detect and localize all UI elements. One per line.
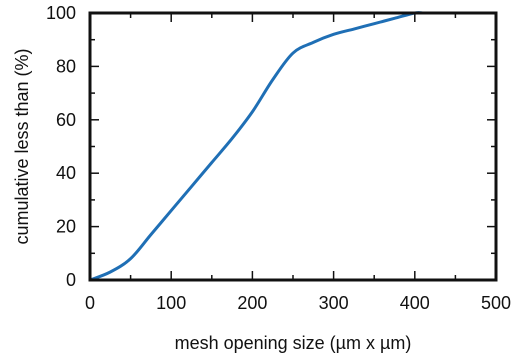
x-axis-label: mesh opening size (µm x µm) (175, 333, 412, 353)
x-tick-label: 400 (400, 293, 430, 313)
y-tick-labels: 0 20 40 60 80 100 (46, 3, 76, 290)
x-tick-label: 500 (481, 293, 511, 313)
y-tick-label: 80 (56, 56, 76, 76)
plot-frame (88, 11, 498, 282)
y-axis-label: cumulative less than (%) (12, 48, 32, 244)
series-line (88, 11, 425, 282)
x-tick-label: 200 (237, 293, 267, 313)
x-tick-label: 300 (319, 293, 349, 313)
x-tick-label: 0 (85, 293, 95, 313)
y-tick-label: 100 (46, 3, 76, 23)
x-tick-label: 100 (156, 293, 186, 313)
y-tick-label: 40 (56, 163, 76, 183)
series-layer (88, 11, 425, 282)
y-tick-label: 60 (56, 110, 76, 130)
y-tick-label: 0 (66, 270, 76, 290)
x-tick-labels: 0 100 200 300 400 500 (85, 293, 511, 313)
y-tick-label: 20 (56, 217, 76, 237)
